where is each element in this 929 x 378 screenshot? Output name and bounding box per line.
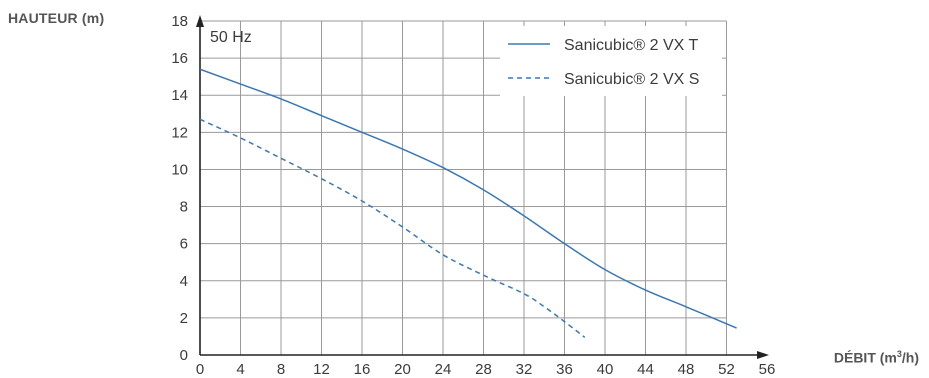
y-axis-arrow: [196, 15, 204, 27]
y-tick-label: 8: [180, 199, 188, 216]
x-tick-label: 12: [313, 361, 330, 378]
frequency-annotation: 50 Hz: [210, 29, 252, 46]
series-lines: [199, 68, 737, 338]
y-axis-label: HAUTEUR (m): [8, 10, 105, 26]
x-tick-label: 52: [718, 361, 735, 378]
series-line-2: [199, 118, 586, 338]
x-axis-label: DÉBIT (m3/h): [833, 349, 919, 366]
x-tick-label: 32: [516, 361, 533, 378]
tick-labels: 0 4 8 12 16 20 24 28 32 36 40 44 48 52 560246810121416…: [171, 13, 775, 378]
y-tick-label: 16: [171, 50, 188, 67]
legend-label-1: Sanicubic® 2 VX T: [564, 37, 698, 54]
x-tick-label: 24: [435, 361, 452, 378]
x-tick-label: 36: [556, 361, 573, 378]
x-tick-label: 16: [354, 361, 371, 378]
axes: [196, 15, 769, 359]
y-tick-label: 6: [180, 236, 188, 253]
y-tick-label: 10: [171, 161, 188, 178]
y-tick-label: 4: [180, 273, 188, 290]
y-tick-label: 18: [171, 13, 188, 30]
y-tick-label: 12: [171, 124, 188, 141]
series-line-1: [199, 68, 737, 329]
legend-box: [500, 26, 722, 96]
x-tick-label: 44: [637, 361, 654, 378]
x-tick-label: 8: [277, 361, 285, 378]
y-tick-label: 14: [171, 87, 188, 104]
x-tick-label: 56: [759, 361, 776, 378]
legend: Sanicubic® 2 VX T Sanicubic® 2 VX S: [500, 26, 722, 96]
x-tick-label: 0: [196, 361, 204, 378]
y-tick-label: 2: [180, 310, 188, 327]
x-axis-arrow: [757, 351, 769, 359]
x-tick-label: 40: [597, 361, 614, 378]
y-tick-label: 0: [180, 347, 188, 364]
x-tick-label: 48: [678, 361, 695, 378]
x-tick-label: 4: [236, 361, 244, 378]
x-tick-label: 28: [475, 361, 492, 378]
x-tick-label: 20: [394, 361, 411, 378]
legend-label-2: Sanicubic® 2 VX S: [564, 71, 699, 88]
